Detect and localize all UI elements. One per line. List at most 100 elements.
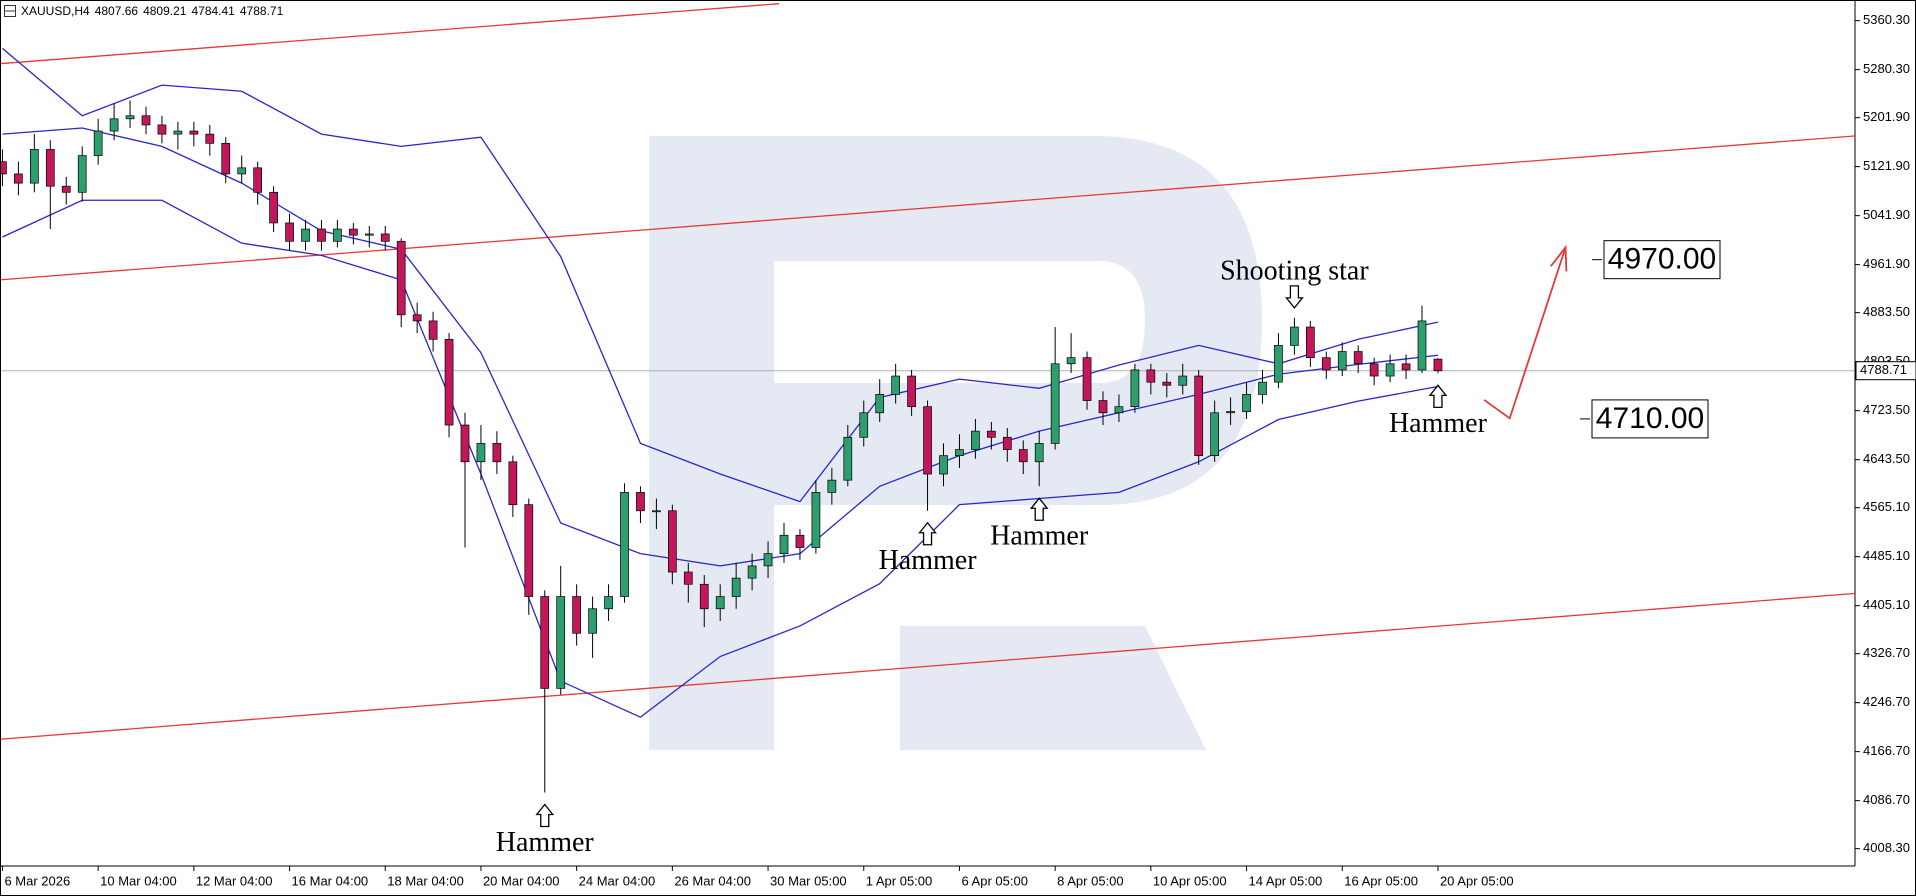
candle-body	[30, 149, 39, 184]
candle-body	[1258, 381, 1267, 395]
y-tick-label: 5201.90	[1863, 109, 1910, 124]
candle-body	[476, 443, 486, 463]
candle-body	[1417, 320, 1427, 371]
x-tick-label: 8 Apr 05:00	[1057, 873, 1124, 888]
x-tick-label: 10 Apr 05:00	[1153, 873, 1227, 888]
candle-body	[221, 142, 231, 175]
target-box	[1591, 399, 1709, 439]
channel-line	[0, 135, 1855, 281]
candle-body	[1194, 375, 1204, 457]
candle-body	[173, 130, 183, 135]
last-low: 4784.41	[191, 4, 235, 18]
candle-body	[1385, 363, 1395, 377]
band-upper	[2, 47, 1439, 503]
candle-body	[93, 130, 103, 156]
y-tick-label: 4565.10	[1863, 499, 1910, 514]
candle-body	[412, 314, 422, 322]
candle-body	[795, 534, 805, 548]
y-tick-label: 5121.90	[1863, 158, 1910, 173]
candle-body	[1401, 363, 1411, 371]
x-tick-label: 12 Mar 04:00	[196, 873, 273, 888]
candle-body	[1210, 412, 1220, 457]
target-label: 4970.00	[1608, 243, 1716, 276]
candle-body	[683, 571, 693, 585]
candle-body	[253, 167, 262, 193]
candle-body	[1034, 443, 1044, 463]
annotation-label: Shooting star	[1220, 255, 1369, 286]
candle-body	[1002, 436, 1012, 450]
annotation-arrow	[1285, 285, 1304, 309]
y-tick-label: 4246.70	[1863, 694, 1910, 709]
candle-body	[1226, 411, 1235, 414]
candle-body	[428, 320, 438, 340]
candle-body	[14, 173, 23, 184]
candle-body	[444, 338, 454, 426]
annotation-arrow	[535, 803, 555, 828]
last-high: 4809.21	[143, 4, 187, 18]
candle-body	[588, 608, 597, 634]
candle-body	[843, 436, 853, 481]
x-tick-label: 20 Apr 05:00	[1440, 873, 1514, 888]
candle-body	[1162, 381, 1172, 386]
candle-body	[747, 565, 757, 579]
last-close: 4788.71	[239, 4, 284, 18]
plot-area	[0, 3, 1855, 793]
candle-body	[955, 449, 964, 457]
candle-body	[667, 510, 677, 573]
candle-body	[1242, 394, 1251, 412]
x-tick-label: 6 Mar 2026	[4, 873, 70, 888]
y-tick-label: 4883.50	[1863, 304, 1910, 319]
y-tick-label: 5041.90	[1863, 207, 1910, 222]
candle-body	[1018, 449, 1028, 463]
candle-body	[1290, 326, 1299, 346]
watermark	[649, 136, 1262, 750]
y-tick-label: 4326.70	[1863, 645, 1910, 660]
candle-body	[269, 191, 278, 224]
candle-body	[205, 133, 215, 144]
candle-body	[1353, 351, 1363, 365]
candle-body	[364, 233, 374, 236]
x-tick-label: 30 Mar 05:00	[770, 873, 847, 888]
annotation-arrow	[1428, 384, 1448, 408]
candle-body	[0, 161, 7, 175]
target-label: 4710.00	[1596, 402, 1704, 435]
candle-body	[699, 583, 709, 610]
x-tick-label: 1 Apr 05:00	[866, 873, 933, 888]
candle-body	[45, 149, 55, 187]
candle-body	[923, 406, 932, 475]
candle-body	[141, 115, 151, 126]
candle-body	[1178, 375, 1188, 386]
candle-body	[636, 492, 645, 512]
y-tick-label: 4723.50	[1863, 402, 1910, 417]
candle-body	[827, 479, 837, 493]
target-box	[1603, 240, 1721, 280]
y-tick-label: 5360.30	[1863, 12, 1910, 27]
last-open: 4807.66	[94, 4, 139, 18]
x-tick-label: 16 Mar 04:00	[292, 873, 369, 888]
candle-body	[157, 124, 167, 135]
candle-body	[652, 510, 661, 513]
candle-body	[61, 185, 71, 193]
candle-body	[317, 228, 326, 242]
candle-body	[396, 240, 406, 316]
y-tick-label: 4961.90	[1863, 256, 1910, 271]
x-tick-label: 20 Mar 04:00	[483, 873, 560, 888]
candle-body	[572, 596, 582, 634]
candle-body	[620, 492, 629, 597]
y-tick-label: 4643.50	[1863, 451, 1910, 466]
x-tick-label: 26 Mar 04:00	[674, 873, 751, 888]
forecast-arrowhead	[1550, 244, 1568, 272]
forecast-path	[1483, 247, 1567, 420]
x-tick-label: 16 Apr 05:00	[1344, 873, 1418, 888]
x-tick-label: 6 Apr 05:00	[961, 873, 1027, 888]
candle-body	[907, 375, 916, 408]
price-marker-label: 4788.71	[1860, 362, 1907, 377]
candle-body	[1274, 345, 1283, 383]
channel-line	[0, 592, 1855, 740]
candle-body	[1369, 363, 1379, 377]
candle-body	[285, 222, 294, 242]
candle-body	[333, 228, 342, 242]
x-tick-label: 24 Mar 04:00	[579, 873, 656, 888]
candle-body	[1114, 406, 1124, 414]
